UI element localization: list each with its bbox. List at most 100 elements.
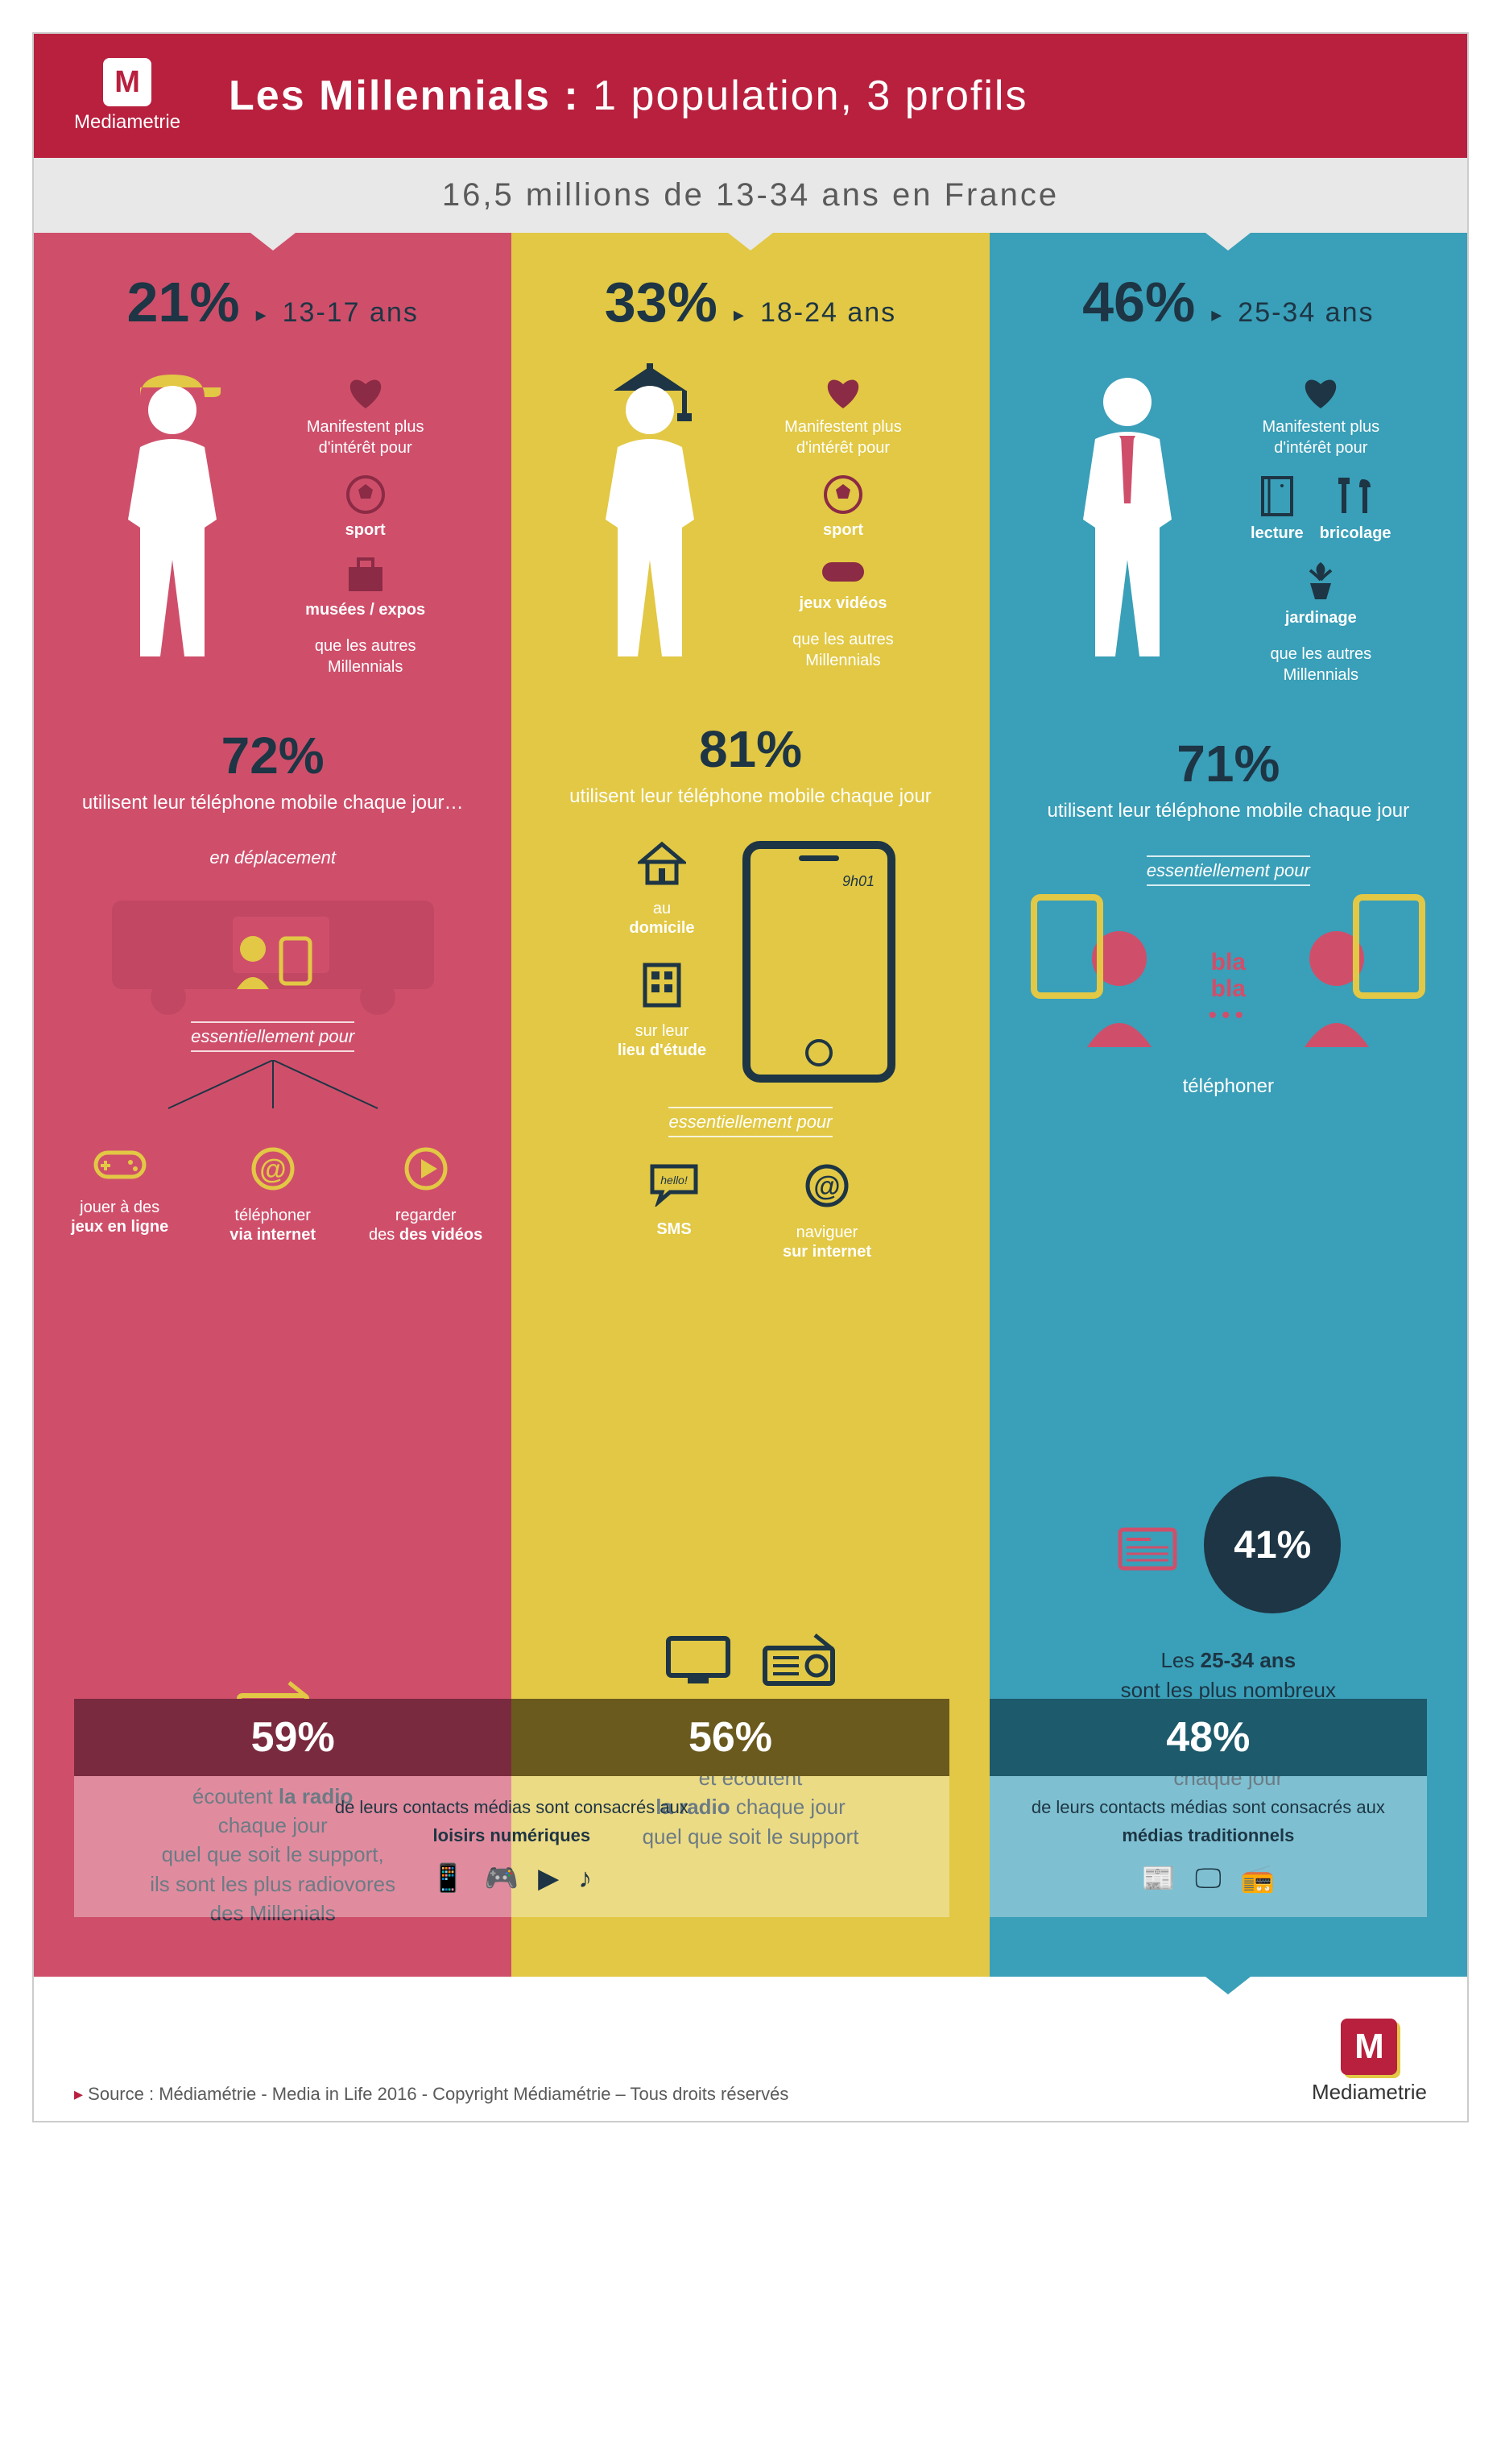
pct-18-24: 33%: [605, 270, 717, 334]
arrow-icon: ▸: [734, 302, 744, 327]
media-box-traditional: 48% de leurs contacts médias sont consac…: [990, 1699, 1427, 1917]
tv-icon: 🖵: [1195, 1860, 1222, 1899]
notch-bottom: [1205, 1977, 1251, 1994]
connector-lines: [104, 1060, 442, 1116]
logo-text: Mediametrie: [74, 111, 180, 134]
header-title-rest: 1 population, 3 profils: [580, 72, 1028, 119]
subheader: 16,5 millions de 13-34 ans en France: [34, 158, 1467, 233]
soccer-icon: [755, 474, 932, 515]
age-label: 13-17 ans: [283, 297, 419, 329]
logo-icon: M: [103, 58, 151, 106]
newspaper-icon: [1115, 1525, 1180, 1573]
interest-label: bricolage: [1320, 524, 1391, 543]
book-icon: [1251, 474, 1304, 518]
phone-time: 9h01: [842, 873, 875, 890]
media-strong: médias traditionnels: [1006, 1824, 1411, 1849]
age-label: 18-24 ans: [760, 297, 896, 329]
svg-text:hello!: hello!: [660, 1174, 688, 1186]
pct-25-34: 46%: [1082, 270, 1195, 334]
person-figure: [92, 358, 253, 694]
svg-text:@: @: [813, 1171, 840, 1202]
music-icon: ♪: [578, 1860, 592, 1899]
phone-text: utilisent leur téléphone mobile chaque j…: [535, 784, 965, 809]
columns: 21% ▸ 13-17 ans: [34, 233, 1467, 1977]
person-figure: [1047, 358, 1208, 702]
interest-intro: Manifestent plus d'intérêt pour: [277, 416, 454, 458]
media-boxes: 59% 56% de leurs contacts médias sont co…: [34, 1699, 1467, 1917]
media-desc: de leurs contacts médias sont consacrés …: [1032, 1797, 1385, 1817]
interest-intro: Manifestent plus d'intérêt pour: [755, 416, 932, 458]
header-title: Les Millennials : 1 population, 3 profil…: [229, 72, 1028, 120]
radio-icon: [759, 1632, 839, 1688]
phone-pct: 72%: [58, 726, 487, 785]
ess-label: essentiellement pour: [668, 1107, 832, 1137]
location-study: sur leurlieu d'étude: [602, 960, 722, 1060]
at-icon: @: [249, 1145, 297, 1193]
media-desc: de leurs contacts médias sont consacrés …: [335, 1797, 688, 1817]
notch: [728, 233, 773, 251]
home-icon: [638, 841, 686, 886]
gamepad-icon: [755, 556, 932, 588]
phone-pct: 71%: [1014, 734, 1443, 793]
media-icons: 📰 🖵 📻: [1006, 1860, 1411, 1899]
activity-games: jouer à desjeux en ligne: [60, 1145, 180, 1244]
play-icon: [402, 1145, 450, 1193]
footer-logo: M Mediametrie: [1312, 2019, 1427, 2105]
media-pct-pink: 59%: [74, 1699, 511, 1776]
phone-text: utilisent leur téléphone mobile chaque j…: [1014, 798, 1443, 823]
activity-label: téléphoner: [1014, 1075, 1443, 1098]
at-icon: @: [803, 1162, 851, 1210]
video-icon: ▶: [538, 1860, 559, 1899]
sms-icon: hello!: [646, 1162, 702, 1207]
user-phone-icon: [225, 929, 321, 993]
media-strong: loisirs numériques: [90, 1824, 933, 1849]
press-pct-circle: 41%: [1204, 1476, 1341, 1613]
infographic: M Mediametrie Les Millennials : 1 popula…: [32, 32, 1469, 2122]
heart-icon: [277, 375, 454, 410]
soccer-icon: [277, 474, 454, 515]
interests: Manifestent plus d'intérêt pour sport mu…: [277, 358, 454, 694]
media-icons: 📱 🎮 ▶ ♪: [90, 1860, 933, 1899]
age-label: 25-34 ans: [1238, 297, 1374, 329]
newspaper-icon: 📰: [1142, 1860, 1176, 1899]
interest-intro: Manifestent plus d'intérêt pour: [1232, 416, 1409, 458]
interest-label: jardinage: [1232, 609, 1409, 627]
tools-icon: [1320, 474, 1391, 518]
heart-icon: [1232, 375, 1409, 410]
phone-pct: 81%: [535, 719, 965, 779]
arrow-icon: ▸: [256, 302, 267, 327]
media-box-digital: 59% 56% de leurs contacts médias sont co…: [74, 1699, 949, 1917]
ess-label: essentiellement pour: [191, 1021, 354, 1052]
device-icon: [1031, 894, 1103, 999]
media-pct-blue: 48%: [990, 1699, 1427, 1776]
age-row: 21% ▸ 13-17 ans: [58, 270, 487, 334]
header-logo: M Mediametrie: [74, 58, 180, 134]
interest-outro: que les autres Millennials: [1232, 644, 1409, 685]
interest-label: sport: [277, 521, 454, 540]
activity-internet: @ naviguersur internet: [767, 1162, 887, 1261]
radio-icon: 📻: [1241, 1860, 1275, 1899]
gamepad-icon: 🎮: [485, 1860, 519, 1899]
media-pct-yellow: 56%: [511, 1699, 949, 1776]
phone-icon: 📱: [431, 1860, 465, 1899]
notch: [1205, 233, 1251, 251]
talkers-graphic: blabla •••: [1014, 926, 1443, 1051]
footer-source: Source : Médiamétrie - Media in Life 201…: [74, 2084, 788, 2105]
activity-block: en déplacement essentiellement pour: [58, 847, 487, 1309]
interest-label: jeux vidéos: [755, 594, 932, 613]
device-icon: [1353, 894, 1425, 999]
footer: Source : Médiamétrie - Media in Life 201…: [34, 1994, 1467, 2121]
arrow-icon: ▸: [1211, 302, 1222, 327]
activity-sms: hello! SMS: [614, 1162, 734, 1261]
gamepad-icon: [92, 1145, 148, 1185]
phone-stat: 72% utilisent leur téléphone mobile chaq…: [58, 726, 487, 815]
big-phone: 9h01: [742, 841, 895, 1083]
interest-label: lecture: [1251, 524, 1304, 543]
plant-icon: [1232, 559, 1409, 603]
interest-label: sport: [755, 521, 932, 540]
interest-outro: que les autres Millennials: [277, 636, 454, 677]
svg-text:@: @: [259, 1154, 286, 1185]
ess-label: essentiellement pour: [1147, 855, 1310, 886]
context-label: en déplacement: [58, 847, 487, 868]
phone-text: utilisent leur téléphone mobile chaque j…: [58, 790, 487, 815]
